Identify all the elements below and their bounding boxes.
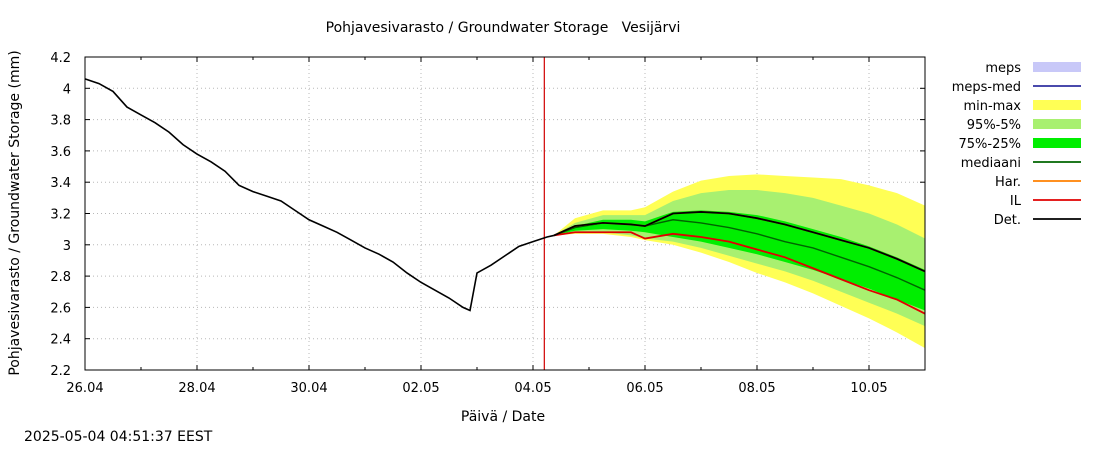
- x-tick-label: 26.04: [66, 381, 103, 396]
- legend-swatch: [1033, 100, 1081, 110]
- chart-title: Pohjavesivarasto / Groundwater Storage V…: [326, 20, 681, 36]
- legend-label: meps: [985, 61, 1021, 76]
- x-tick-label: 30.04: [290, 381, 327, 396]
- legend-label: Har.: [995, 175, 1021, 190]
- y-tick-label: 3.6: [50, 145, 71, 160]
- legend-label: Det.: [994, 213, 1021, 228]
- legend: meps meps-med min-max 95%-5% 75%-25% mediaani…: [952, 61, 1081, 228]
- y-tick-label: 2.4: [50, 333, 71, 348]
- legend-label: IL: [1010, 194, 1022, 209]
- legend-label: 75%-25%: [959, 137, 1021, 152]
- y-tick-label: 4.2: [50, 51, 71, 66]
- y-tick-label: 3.8: [50, 114, 71, 129]
- y-axis-label: Pohjavesivarasto / Groundwater Storage (…: [7, 50, 23, 375]
- x-tick-label: 10.05: [850, 381, 887, 396]
- band-75-25: [554, 210, 925, 311]
- x-axis-label: Päivä / Date: [461, 409, 545, 425]
- x-tick-label: 04.05: [514, 381, 551, 396]
- y-tick-label: 2.6: [50, 301, 71, 316]
- x-tick-label: 08.05: [738, 381, 775, 396]
- legend-swatch: [1033, 119, 1081, 129]
- x-tick-label: 02.05: [402, 381, 439, 396]
- plot-frame: [84, 56, 926, 371]
- legend-label: mediaani: [961, 156, 1021, 171]
- legend-label: min-max: [963, 99, 1021, 114]
- y-tick-label: 3.4: [50, 176, 71, 191]
- y-tick-label: 3.2: [50, 208, 71, 223]
- plot-area: 2.2 2.4 2.6 2.8 3 3.2 3.4 3.6 3.8 4 4.2 26.04 28.04 3…: [50, 51, 926, 396]
- x-tick-label: 06.05: [626, 381, 663, 396]
- y-tick-label: 4: [63, 82, 71, 97]
- line-det: [553, 211, 926, 273]
- legend-label: meps-med: [952, 80, 1021, 95]
- legend-swatch: [1033, 62, 1081, 72]
- y-tick-label: 3: [63, 239, 71, 254]
- generated-timestamp: 2025-05-04 04:51:37 EEST: [24, 429, 213, 445]
- line-il: [553, 231, 926, 315]
- y-tick-label: 2.8: [50, 270, 71, 285]
- line-history: [84, 78, 555, 312]
- x-tick-label: 28.04: [178, 381, 215, 396]
- y-tick-label: 2.2: [50, 364, 71, 379]
- legend-swatch: [1033, 138, 1081, 148]
- legend-label: 95%-5%: [967, 118, 1021, 133]
